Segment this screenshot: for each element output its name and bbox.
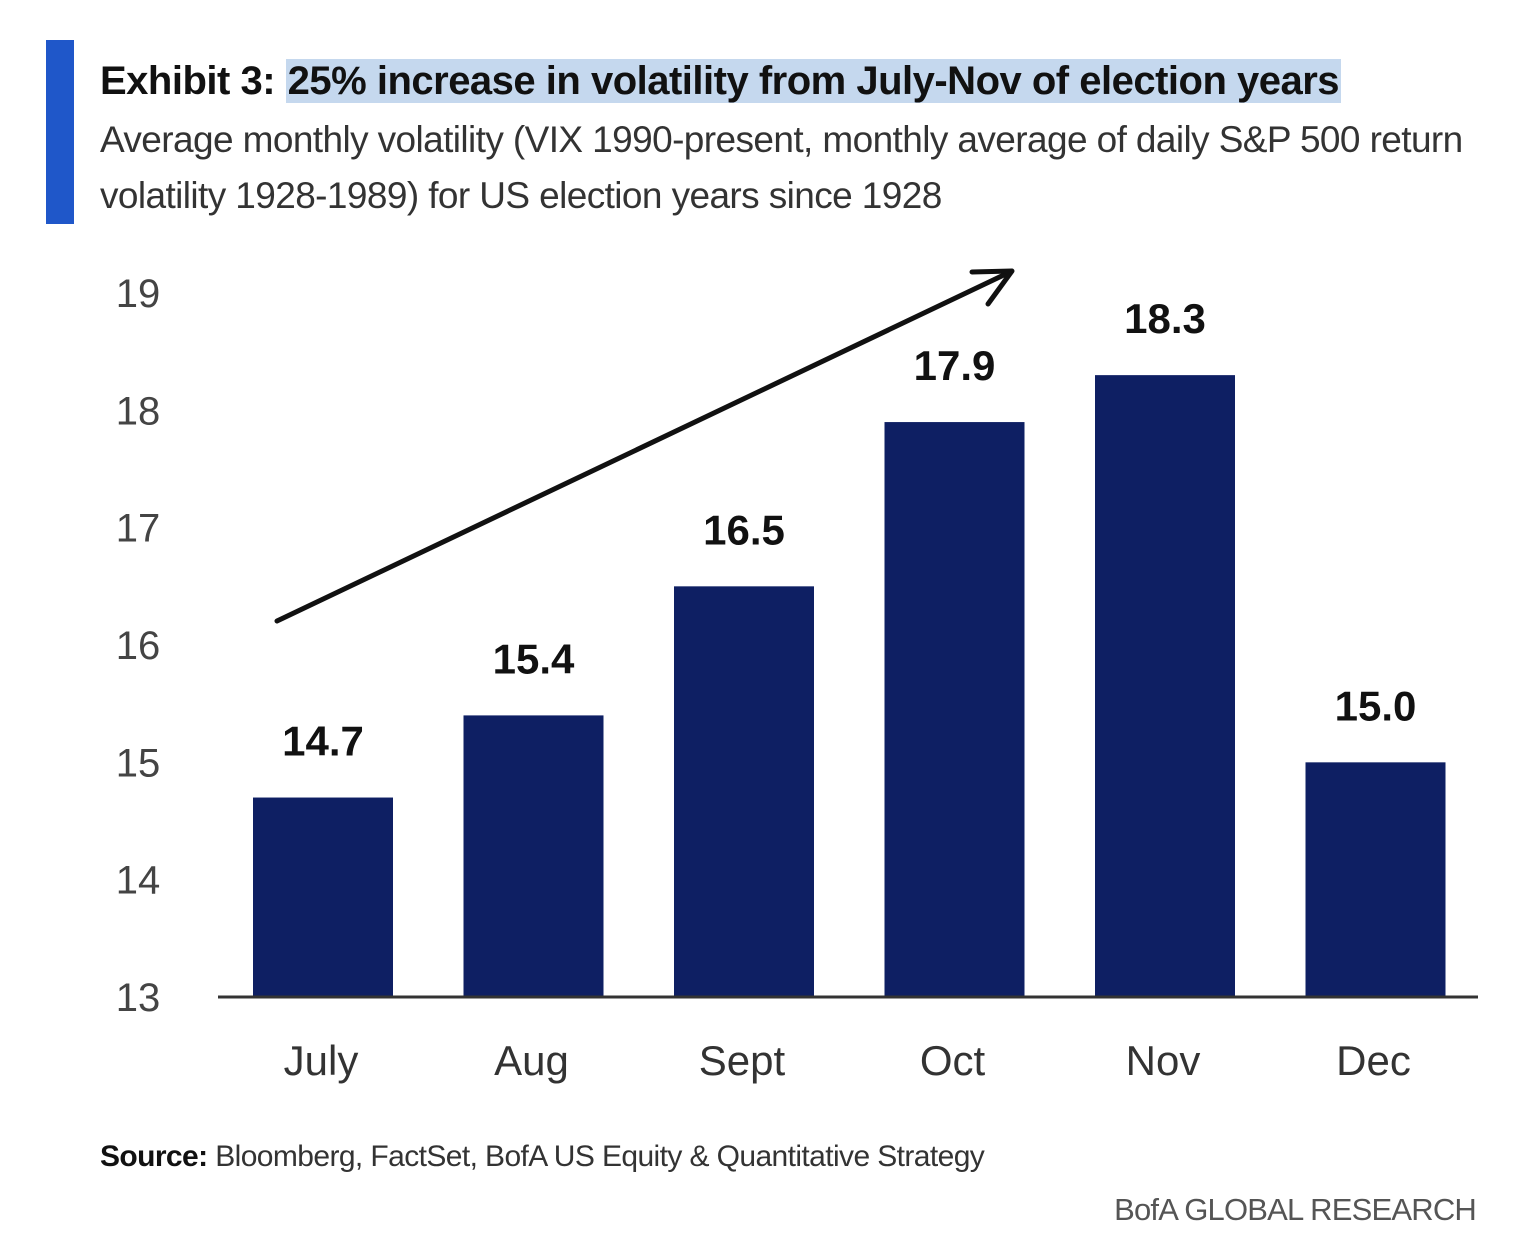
- trend-arrow-head: [969, 268, 1015, 307]
- x-tick-label: Nov: [1126, 1037, 1201, 1084]
- y-tick-label: 14: [116, 859, 161, 903]
- data-label: 18.3: [1124, 295, 1206, 342]
- data-label: 15.0: [1335, 682, 1417, 729]
- bar: [1095, 375, 1235, 998]
- source-note: Source: Bloomberg, FactSet, BofA US Equi…: [100, 1140, 985, 1174]
- x-tick-label: Dec: [1336, 1037, 1411, 1084]
- bar-chart: 13 14 15 16 17 18 19 14.7 July 15.4 Aug 16.5 Sept 17.…: [116, 268, 1478, 1084]
- brand-label: BofA GLOBAL RESEARCH: [1114, 1192, 1477, 1227]
- accent-bar: [46, 40, 74, 224]
- bar: [674, 586, 814, 997]
- data-label: 15.4: [493, 635, 575, 682]
- chart-header: Exhibit 3: 25% increase in volatility fr…: [100, 54, 1490, 224]
- bar: [463, 715, 604, 997]
- bar: [1305, 762, 1446, 997]
- title-highlight: 25% increase in volatility from July-Nov…: [285, 59, 1342, 103]
- data-label: 14.7: [282, 718, 364, 765]
- x-tick-label: Sept: [699, 1037, 786, 1084]
- y-tick-label: 19: [116, 272, 161, 316]
- exhibit-label: Exhibit 3:: [100, 59, 276, 103]
- y-tick-label: 17: [116, 507, 161, 551]
- y-tick-label: 15: [116, 741, 161, 785]
- data-label: 16.5: [703, 506, 785, 553]
- chart-subtitle: Average monthly volatility (VIX 1990-pre…: [100, 119, 1463, 216]
- y-tick-label: 18: [116, 389, 161, 433]
- data-label: 17.9: [914, 342, 996, 389]
- source-label: Source:: [100, 1140, 208, 1173]
- x-tick-label: Aug: [494, 1037, 569, 1084]
- y-tick-label: 13: [116, 976, 161, 1020]
- chart-title: Exhibit 3: 25% increase in volatility fr…: [100, 54, 1490, 108]
- y-tick-label: 16: [116, 624, 161, 668]
- bar: [253, 797, 393, 997]
- source-text: Bloomberg, FactSet, BofA US Equity & Qua…: [215, 1140, 985, 1173]
- bar: [884, 422, 1025, 997]
- x-tick-label: Oct: [920, 1037, 986, 1084]
- x-tick-label: July: [284, 1037, 359, 1084]
- trend-arrow-line: [274, 270, 1011, 624]
